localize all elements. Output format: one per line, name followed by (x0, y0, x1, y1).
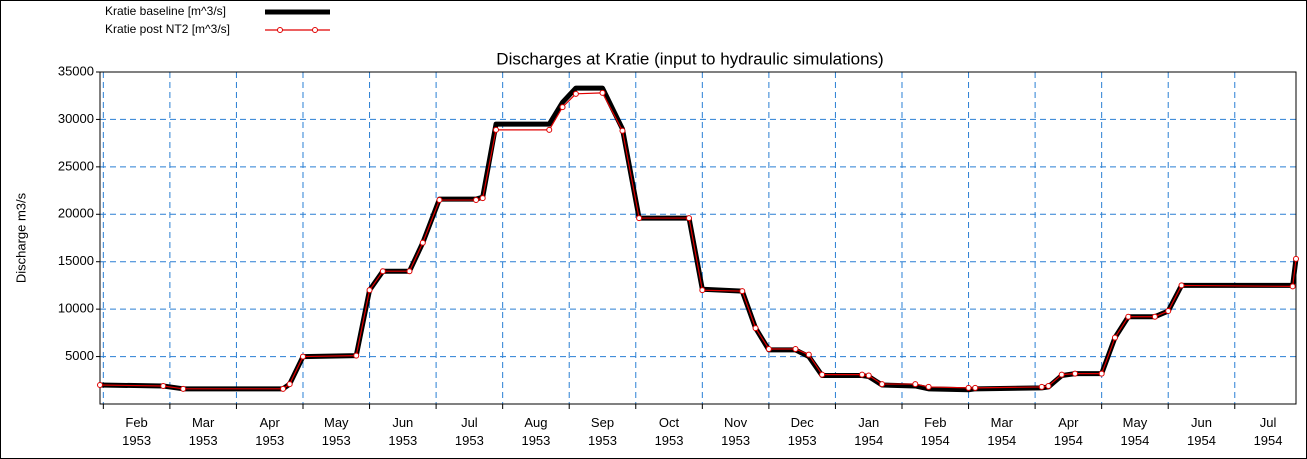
series-marker (752, 325, 759, 332)
series-marker (160, 382, 167, 389)
series-marker (819, 371, 826, 378)
series-marker (792, 345, 799, 352)
series-marker (1072, 370, 1079, 377)
x-tick-label: Apr 1954 (1054, 415, 1083, 448)
x-tick-label: May 1954 (1120, 415, 1149, 448)
x-tick-label: Dec 1953 (788, 415, 817, 448)
x-tick-label: Jun 1953 (388, 415, 417, 448)
x-tick-label: Aug 1953 (521, 415, 550, 448)
y-tick-label: 25000 (58, 158, 94, 173)
series-marker (805, 351, 812, 358)
series-marker (599, 89, 606, 96)
series-marker (765, 345, 772, 352)
chart-title: Discharges at Kratie (input to hydraulic… (496, 49, 883, 68)
series-marker (879, 381, 886, 388)
series-marker (1151, 313, 1158, 320)
series-marker (436, 197, 443, 204)
series-marker (1289, 283, 1296, 290)
series-marker (559, 104, 566, 111)
series-marker (1058, 371, 1065, 378)
legend-label: Kratie post NT2 [m^3/s] (105, 22, 230, 36)
x-tick-label: Mar 1954 (987, 415, 1016, 448)
series-marker (419, 239, 426, 246)
y-tick-label: 30000 (58, 111, 94, 126)
series-marker (493, 126, 500, 133)
series-marker (1165, 308, 1172, 315)
series-marker (1038, 383, 1045, 390)
x-tick-label: Mar 1953 (189, 415, 218, 448)
series-marker (925, 383, 932, 390)
x-tick-label: Oct 1953 (655, 415, 684, 448)
series-marker (859, 371, 866, 378)
y-tick-label: 10000 (58, 301, 94, 316)
series-marker (972, 384, 979, 391)
x-tick-label: Nov 1953 (721, 415, 750, 448)
series-marker (473, 197, 480, 204)
series-marker (912, 381, 919, 388)
series-marker (180, 385, 187, 392)
plot-area (99, 71, 1297, 405)
y-tick-label: 20000 (58, 206, 94, 221)
y-axis-label: Discharge m3/s (13, 192, 28, 283)
x-tick-label: Sep 1953 (588, 415, 617, 448)
y-tick-label: 15000 (58, 253, 94, 268)
series-marker (406, 268, 413, 275)
series-marker (699, 287, 706, 294)
legend-marker (277, 27, 283, 33)
series-marker (353, 352, 360, 359)
series-marker (636, 215, 643, 222)
series-marker (1045, 382, 1052, 389)
series-marker (965, 384, 972, 391)
series-marker (280, 385, 287, 392)
series-marker (286, 381, 293, 388)
legend-label: Kratie baseline [m^3/s] (105, 4, 226, 18)
series-marker (546, 126, 553, 133)
series-marker (1125, 313, 1132, 320)
y-tick-label: 35000 (58, 63, 94, 78)
series-marker (1293, 255, 1299, 262)
series-marker (1098, 370, 1105, 377)
series-marker (299, 353, 306, 360)
legend-marker (312, 27, 318, 33)
series-marker (1178, 282, 1185, 289)
series-marker (97, 382, 103, 389)
series-line (99, 92, 1297, 390)
series-marker (619, 127, 626, 134)
x-tick-label: Jun 1954 (1187, 415, 1216, 448)
x-tick-label: Jan 1954 (854, 415, 883, 448)
series-marker (366, 287, 373, 294)
x-tick-label: Jul 1954 (1254, 415, 1283, 448)
series-marker (865, 372, 872, 379)
x-tick-label: Apr 1953 (255, 415, 284, 448)
x-tick-label: Feb 1953 (122, 415, 151, 448)
series-marker (572, 90, 579, 97)
series-marker (739, 288, 746, 295)
series-marker (379, 268, 386, 275)
series-marker (686, 215, 693, 222)
series-marker (479, 195, 486, 202)
x-tick-label: Feb 1954 (921, 415, 950, 448)
y-tick-label: 5000 (65, 348, 94, 363)
series-marker (1111, 334, 1118, 341)
x-tick-label: May 1953 (322, 415, 351, 448)
x-tick-label: Jul 1953 (455, 415, 484, 448)
